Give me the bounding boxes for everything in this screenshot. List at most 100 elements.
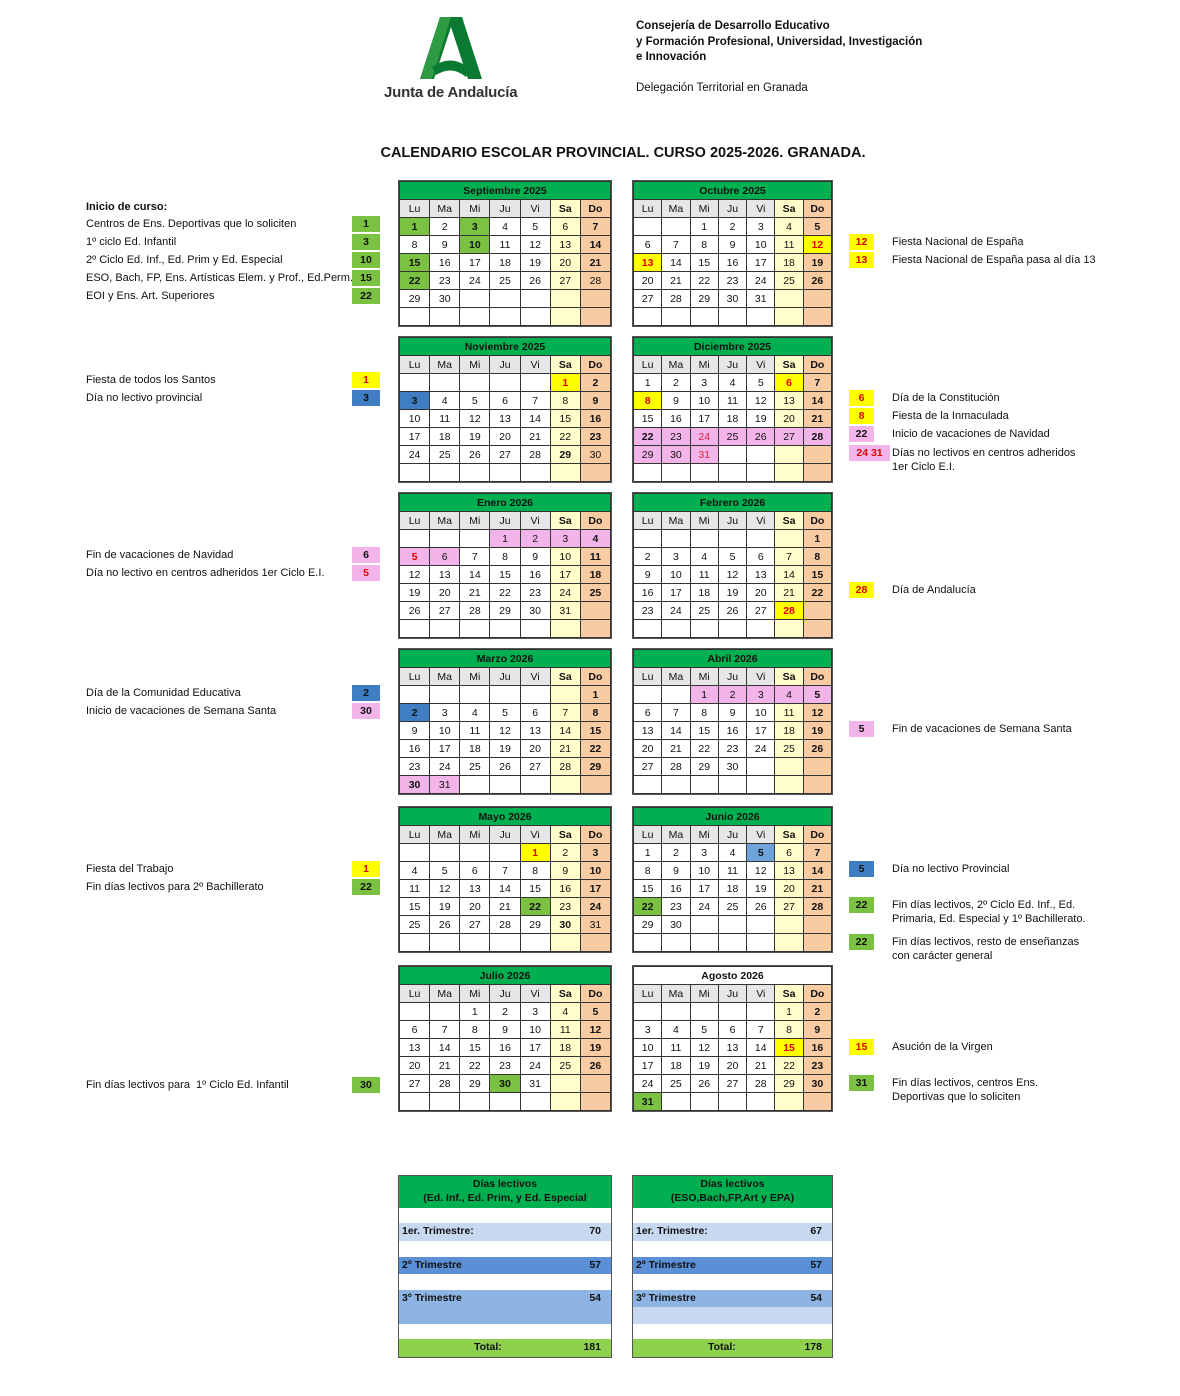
empty-cell xyxy=(489,1092,521,1111)
empty-cell xyxy=(774,915,804,934)
summary-subtitle: (ESO,Bach,FP,Art y EPA) xyxy=(670,1192,795,1204)
day-cell: 15 xyxy=(774,1038,804,1057)
day-cell: 14 xyxy=(489,879,521,898)
weekday-header: Vi xyxy=(519,825,551,844)
day-cell: 15 xyxy=(802,565,833,584)
day-cell: 4 xyxy=(398,861,431,880)
legend-text-left: Fin de vacaciones de Navidad xyxy=(86,549,234,561)
day-cell: 11 xyxy=(661,1038,691,1057)
day-cell: 12 xyxy=(746,861,776,880)
day-cell: 11 xyxy=(689,565,719,584)
day-cell: 12 xyxy=(717,565,748,584)
day-cell: 8 xyxy=(489,547,521,566)
day-cell: 15 xyxy=(549,409,581,428)
day-cell: 6 xyxy=(717,1020,748,1039)
day-cell: 15 xyxy=(489,565,521,584)
empty-cell xyxy=(549,933,581,952)
day-cell: 29 xyxy=(519,915,551,934)
empty-cell xyxy=(519,685,551,704)
empty-cell xyxy=(717,463,748,482)
month-title: Noviembre 2025 xyxy=(399,337,611,356)
day-cell: 22 xyxy=(774,1056,804,1075)
day-cell: 20 xyxy=(489,427,521,446)
day-cell: 2 xyxy=(489,1002,521,1021)
empty-cell xyxy=(579,289,612,308)
day-cell: 10 xyxy=(429,721,461,740)
weekday-header: Vi xyxy=(746,984,776,1003)
legend-text-right: Fin días lectivos, 2º Ciclo Ed. Inf., Ed… xyxy=(892,899,1086,925)
day-cell: 12 xyxy=(802,235,833,254)
day-cell: 15 xyxy=(632,409,663,428)
day-cell: 22 xyxy=(632,427,663,446)
day-cell: 6 xyxy=(746,547,776,566)
empty-cell xyxy=(746,529,776,548)
day-cell: 24 xyxy=(632,1074,663,1093)
day-cell: 17 xyxy=(579,879,612,898)
day-cell: 6 xyxy=(489,391,521,410)
weekday-header: Do xyxy=(802,355,833,374)
day-cell: 2 xyxy=(519,529,551,548)
day-cell: 1 xyxy=(549,373,581,392)
weekday-header: Sa xyxy=(774,511,804,530)
day-cell: 19 xyxy=(717,583,748,602)
day-cell: 13 xyxy=(774,861,804,880)
empty-cell xyxy=(632,775,663,794)
legend-badge: 13 xyxy=(849,252,874,268)
day-cell: 23 xyxy=(519,583,551,602)
day-cell: 14 xyxy=(429,1038,461,1057)
day-cell: 3 xyxy=(459,217,491,236)
day-cell: 11 xyxy=(459,721,491,740)
legend-badge: 22 xyxy=(849,897,874,913)
day-cell: 24 xyxy=(689,427,719,446)
summary-table-eso-bach: Días lectivos (ESO,Bach,FP,Art y EPA) 1er… xyxy=(632,1175,833,1358)
day-cell: 5 xyxy=(579,1002,612,1021)
day-cell: 1 xyxy=(579,685,612,704)
weekday-header: Lu xyxy=(398,984,431,1003)
day-cell: 25 xyxy=(717,427,748,446)
legend-text-left: 2º Ciclo Ed. Inf., Ed. Prim y Ed. Especi… xyxy=(86,254,283,266)
legend-badge: 22 xyxy=(849,934,874,950)
delegation-name: Delegación Territorial en Granada xyxy=(636,82,808,94)
weekday-header: Vi xyxy=(746,355,776,374)
day-cell: 21 xyxy=(661,739,691,758)
weekday-header: Mi xyxy=(459,511,491,530)
day-cell: 9 xyxy=(398,721,431,740)
empty-cell xyxy=(459,373,491,392)
legend-badge: 8 xyxy=(849,408,874,424)
weekday-header: Ma xyxy=(661,984,691,1003)
day-cell: 28 xyxy=(579,271,612,290)
day-cell: 24 xyxy=(746,739,776,758)
month-title: Diciembre 2025 xyxy=(633,337,832,356)
day-cell: 6 xyxy=(774,373,804,392)
weekday-header: Do xyxy=(579,199,612,218)
empty-cell xyxy=(519,307,551,326)
day-cell: 13 xyxy=(459,879,491,898)
day-cell: 5 xyxy=(689,1020,719,1039)
day-cell: 5 xyxy=(489,703,521,722)
empty-cell xyxy=(579,463,612,482)
day-cell: 10 xyxy=(746,703,776,722)
day-cell: 8 xyxy=(632,861,663,880)
weekday-header: Do xyxy=(802,199,833,218)
day-cell: 25 xyxy=(661,1074,691,1093)
day-cell: 12 xyxy=(579,1020,612,1039)
weekday-header: Mi xyxy=(689,355,719,374)
day-cell: 8 xyxy=(459,1020,491,1039)
day-cell: 31 xyxy=(519,1074,551,1093)
weekday-header: Lu xyxy=(398,825,431,844)
empty-cell xyxy=(802,1092,833,1111)
day-cell: 27 xyxy=(398,1074,431,1093)
weekday-header: Ma xyxy=(429,825,461,844)
empty-cell xyxy=(519,933,551,952)
month-mayo-2026: Mayo 2026 Lu Ma Mi Ju Vi Sa Do 1 2 3 4 5 6 7 8 9 10 11 12 13… xyxy=(398,806,612,953)
day-cell: 27 xyxy=(489,445,521,464)
month-title: Mayo 2026 xyxy=(399,807,611,826)
empty-cell xyxy=(746,619,776,638)
value: 181 xyxy=(583,1341,601,1353)
empty-cell xyxy=(746,915,776,934)
day-cell: 26 xyxy=(459,445,491,464)
empty-cell xyxy=(429,619,461,638)
legend-badge: 22 xyxy=(352,879,380,895)
day-cell: 20 xyxy=(519,739,551,758)
